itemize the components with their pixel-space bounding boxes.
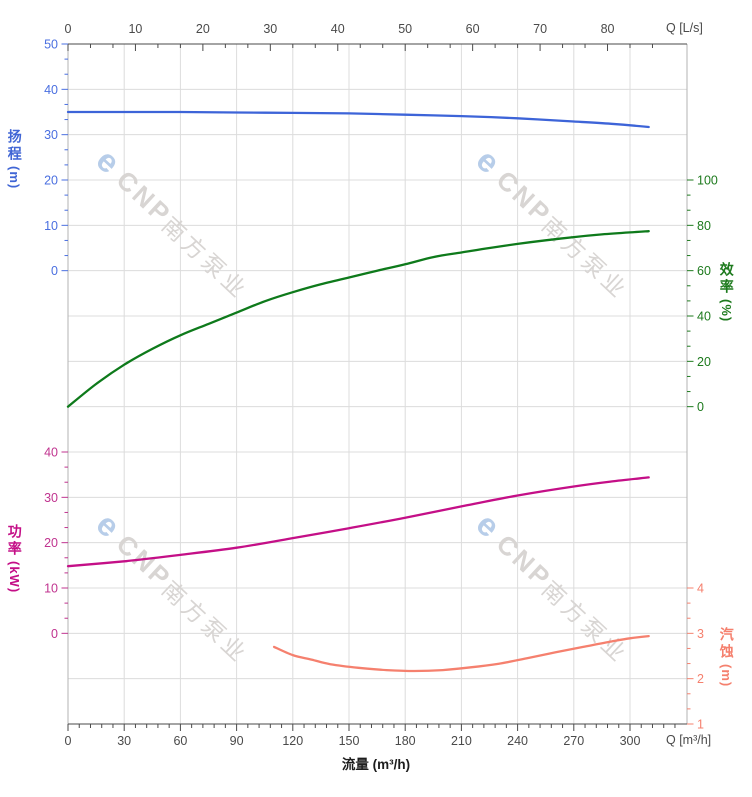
power-axis-title: 功率 (kW) [6, 524, 23, 594]
watermark-company: 南方泵业 [537, 576, 634, 669]
tick-label: 4 [697, 582, 704, 596]
tick-label: 20 [697, 355, 711, 369]
tick-label: 40 [44, 446, 58, 460]
curve-power [66, 476, 650, 568]
top-axis-ticks: 0 10 20 30 40 50 60 70 80 [65, 22, 653, 51]
tick-label: 80 [697, 219, 711, 233]
tick-label: 50 [398, 22, 412, 36]
head-axis-unit: (m) [7, 166, 23, 190]
tick-label: 60 [173, 734, 187, 748]
tick-label: 0 [51, 264, 58, 278]
tick-label: 150 [339, 734, 360, 748]
tick-label: 0 [65, 22, 72, 36]
tick-label: 0 [51, 627, 58, 641]
head-axis-title: 扬程 (m) [6, 129, 23, 190]
power-axis-ticks: 40 30 20 10 0 [44, 446, 68, 641]
efficiency-axis-title-text: 效率 [718, 262, 735, 296]
head-axis-title-text: 扬程 [6, 129, 23, 163]
tick-label: 180 [395, 734, 416, 748]
efficiency-axis-unit: (%) [719, 299, 735, 323]
tick-label: 40 [331, 22, 345, 36]
tick-label: 100 [697, 174, 718, 188]
npsh-axis-title: 汽蚀 (m) [718, 627, 735, 688]
tick-label: 30 [44, 491, 58, 505]
tick-label: 60 [466, 22, 480, 36]
tick-label: 80 [601, 22, 615, 36]
tick-label: 20 [196, 22, 210, 36]
tick-label: 120 [282, 734, 303, 748]
npsh-axis-title-text: 汽蚀 [718, 627, 735, 661]
tick-label: 70 [533, 22, 547, 36]
curve-efficiency [66, 230, 650, 408]
tick-label: 0 [65, 734, 72, 748]
tick-label: 2 [697, 672, 704, 686]
tick-label: 50 [44, 38, 58, 52]
curve-npsh [272, 634, 650, 673]
curves [66, 110, 650, 673]
head-axis-ticks: 50 40 30 20 10 0 [44, 38, 68, 278]
tick-label: 30 [117, 734, 131, 748]
tick-label: 300 [620, 734, 641, 748]
efficiency-axis-ticks: 100 80 60 40 20 0 [687, 174, 718, 414]
curve-head [66, 110, 650, 129]
tick-label: 10 [128, 22, 142, 36]
tick-label: 240 [507, 734, 528, 748]
tick-label: 20 [44, 174, 58, 188]
tick-label: 1 [697, 718, 704, 732]
plot-border [67, 43, 688, 725]
top-axis-unit-label: Q [L/s] [666, 21, 703, 35]
tick-label: 30 [263, 22, 277, 36]
gridlines [68, 44, 687, 724]
tick-label: 60 [697, 264, 711, 278]
tick-label: 10 [44, 582, 58, 596]
bottom-axis-unit-label: Q [m³/h] [666, 733, 712, 747]
tick-label: 270 [563, 734, 584, 748]
efficiency-axis-title: 效率 (%) [718, 262, 735, 323]
npsh-axis-ticks: 4 3 2 1 [687, 582, 704, 732]
watermark-company: 南方泵业 [157, 576, 254, 669]
tick-label: 3 [697, 627, 704, 641]
tick-label: 10 [44, 219, 58, 233]
tick-label: 0 [697, 400, 704, 414]
npsh-axis-unit: (m) [719, 664, 735, 688]
tick-label: 40 [44, 83, 58, 97]
tick-label: 30 [44, 128, 58, 142]
tick-label: 90 [230, 734, 244, 748]
tick-label: 210 [451, 734, 472, 748]
power-axis-unit: (kW) [7, 561, 23, 594]
tick-label: 20 [44, 536, 58, 550]
tick-label: 40 [697, 310, 711, 324]
flow-axis-title: 流量 (m³/h) [341, 757, 411, 772]
power-axis-title-text: 功率 [6, 524, 23, 558]
bottom-axis-ticks: 0 30 60 90 120 150 180 210 240 270 300 [65, 724, 676, 748]
